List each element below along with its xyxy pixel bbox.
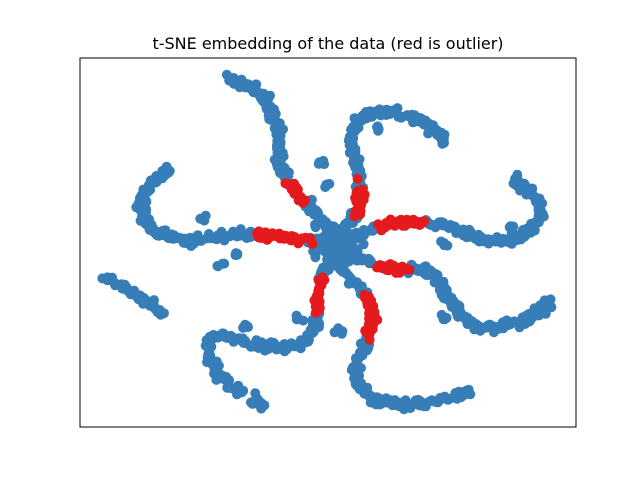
inlier-point xyxy=(242,321,253,332)
inlier-point xyxy=(310,222,321,233)
inlier-point xyxy=(343,256,354,267)
inlier-point xyxy=(259,400,270,411)
inlier-point xyxy=(436,309,447,320)
inlier-point xyxy=(508,221,519,232)
inlier-point xyxy=(365,255,376,266)
inlier-point xyxy=(326,245,337,256)
inlier-point xyxy=(512,169,523,180)
inlier-point xyxy=(502,236,513,247)
inlier-point xyxy=(372,121,383,132)
inlier-point xyxy=(199,215,210,226)
inlier-point xyxy=(351,248,362,259)
inlier-point xyxy=(340,241,351,252)
inlier-point xyxy=(546,302,557,313)
inlier-point xyxy=(506,229,517,239)
inlier-points xyxy=(97,69,557,415)
inlier-point xyxy=(437,138,448,149)
outlier-point xyxy=(252,228,262,239)
outlier-point xyxy=(282,178,293,189)
inlier-point xyxy=(439,129,450,140)
outlier-point xyxy=(314,304,325,315)
inlier-point xyxy=(221,69,232,80)
outlier-point xyxy=(401,263,412,274)
inlier-point xyxy=(442,240,453,251)
inlier-point xyxy=(159,308,169,319)
inlier-point xyxy=(545,294,556,305)
chart-title: t-SNE embedding of the data (red is outl… xyxy=(152,34,503,53)
inlier-point xyxy=(223,375,234,386)
inlier-point xyxy=(238,385,249,396)
inlier-point xyxy=(337,224,348,235)
outlier-point xyxy=(385,214,396,225)
inlier-point xyxy=(423,270,434,280)
outlier-points xyxy=(252,173,430,345)
inlier-point xyxy=(334,260,345,271)
outlier-point xyxy=(364,334,375,345)
inlier-point xyxy=(460,385,471,396)
outlier-point xyxy=(352,173,363,184)
inlier-point xyxy=(346,229,357,240)
outlier-point xyxy=(354,186,365,197)
outlier-point xyxy=(418,217,428,228)
inlier-point xyxy=(277,147,288,158)
axes-frame xyxy=(79,57,577,428)
inlier-point xyxy=(292,312,303,323)
inlier-point xyxy=(320,182,331,193)
inlier-point xyxy=(219,258,230,269)
inlier-point xyxy=(336,328,347,339)
plot-area xyxy=(97,69,557,415)
inlier-point xyxy=(232,249,243,260)
inlier-point xyxy=(310,249,321,260)
inlier-point xyxy=(161,161,172,172)
inlier-point xyxy=(440,393,451,404)
inlier-point xyxy=(319,159,330,170)
